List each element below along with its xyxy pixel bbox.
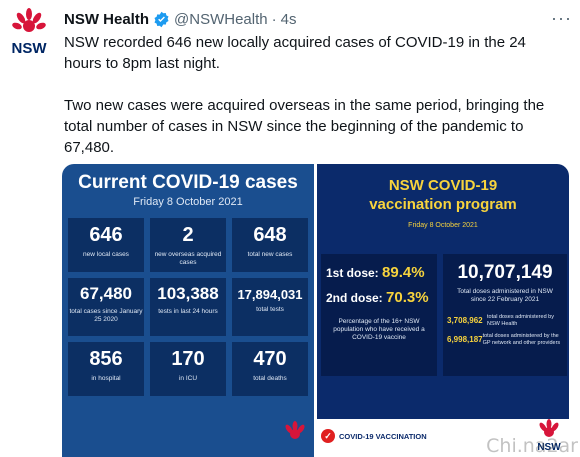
first-dose-label: 1st dose:	[326, 266, 379, 280]
nsw-health-doses-label: total doses administered by NSW Health	[487, 314, 554, 327]
stat-value: 103,388	[157, 284, 219, 303]
tweet-header: NSW Health @NSWHealth · 4s	[64, 8, 570, 30]
stat-tile: 103,388 tests in last 24 hours	[150, 278, 226, 336]
dose-box: 1st dose: 89.4% 2nd dose: 70.3% Percenta…	[321, 254, 437, 376]
stat-tile: 67,480 total cases since January 25 2020	[68, 278, 144, 336]
nsw-logo-text: NSW	[537, 442, 561, 453]
vaccination-title-line1: NSW COVID-19	[388, 177, 498, 194]
second-dose-label: 2nd dose:	[326, 291, 383, 305]
tweet-paragraph-2: Two new cases were acquired overseas in …	[64, 97, 545, 156]
gp-doses-label: total doses administered by the GP netwo…	[482, 333, 561, 346]
stat-value: 646	[89, 224, 123, 246]
first-dose-value: 89.4%	[382, 264, 425, 281]
tweet-timestamp[interactable]: 4s	[280, 10, 297, 28]
stat-label: total cases since January 25 2020	[69, 308, 143, 323]
stat-value: 648	[253, 224, 287, 246]
stat-label: tests in last 24 hours	[158, 308, 218, 315]
gp-doses: 6,998,187	[447, 335, 483, 344]
stat-label: new overseas acquired cases	[154, 251, 222, 266]
tweet-text: NSW recorded 646 new locally acquired ca…	[64, 32, 566, 179]
nsw-logo-text: NSW	[12, 40, 48, 56]
author-name[interactable]: NSW Health	[64, 10, 150, 28]
stat-tile: 470 total deaths	[232, 342, 308, 396]
stat-value: 470	[253, 348, 287, 370]
avatar[interactable]: NSW	[10, 8, 48, 57]
watermark: Chi.na2ar	[486, 435, 578, 457]
author-handle[interactable]: @NSWHealth	[174, 10, 268, 28]
vaccination-image[interactable]: NSW COVID-19 vaccination program Friday …	[314, 164, 569, 457]
stat-tile: 17,894,031 total tests	[232, 278, 308, 336]
waratah-icon: NSW	[12, 8, 48, 57]
cases-date: Friday 8 October 2021	[133, 196, 243, 208]
separator: ·	[271, 10, 277, 28]
total-doses-label: Total doses administered in NSW since 22…	[457, 288, 553, 303]
stat-value: 170	[171, 348, 205, 370]
check-circle-icon: ✓	[321, 429, 335, 443]
second-dose-value: 70.3%	[386, 289, 429, 306]
second-dose: 2nd dose: 70.3%	[326, 289, 437, 306]
covid-vaccination-label: ✓ COVID-19 VACCINATION	[321, 429, 427, 443]
stat-value: 67,480	[80, 284, 132, 303]
stat-label: in hospital	[91, 375, 121, 382]
total-doses-box: 10,707,149 Total doses administered in N…	[443, 254, 567, 376]
covid-cases-image[interactable]: Current COVID-19 cases Friday 8 October …	[62, 164, 314, 457]
nsw-waratah-icon	[285, 421, 305, 439]
stat-label: total new cases	[247, 251, 293, 258]
nsw-health-doses: 3,708,962	[447, 316, 483, 325]
verified-badge-icon	[153, 11, 170, 28]
vaccination-title: NSW COVID-19 vaccination program	[317, 176, 569, 214]
vaccination-banner: ✓ COVID-19 VACCINATION NSW	[317, 419, 569, 457]
total-doses-value: 10,707,149	[457, 262, 553, 283]
stat-tile: 856 in hospital	[68, 342, 144, 396]
stat-value: 856	[89, 348, 123, 370]
dose-note: Percentage of the 16+ NSW population who…	[333, 318, 425, 341]
stat-tile: 646 new local cases	[68, 218, 144, 272]
vaccination-title-line2: vaccination program	[369, 196, 517, 213]
gp-doses-row: 6,998,187 total doses administered by th…	[447, 333, 563, 346]
more-horizontal-icon[interactable]: ···	[551, 8, 572, 28]
stat-label: total tests	[256, 306, 284, 313]
stat-label: new local cases	[83, 251, 129, 258]
stat-value: 2	[182, 224, 194, 246]
cases-title: Current COVID-19 cases	[78, 172, 298, 193]
stat-label: in ICU	[178, 375, 198, 382]
nsw-logo-icon: NSW	[537, 419, 561, 453]
stat-tile: 648 total new cases	[232, 218, 308, 272]
first-dose: 1st dose: 89.4%	[326, 264, 437, 281]
nsw-health-doses-row: 3,708,962 total doses administered by NS…	[447, 314, 563, 327]
stat-tile: 170 in ICU	[150, 342, 226, 396]
stat-tile: 2 new overseas acquired cases	[150, 218, 226, 272]
tweet-media[interactable]: Current COVID-19 cases Friday 8 October …	[62, 164, 569, 457]
stat-value: 17,894,031	[237, 287, 303, 302]
banner-text: COVID-19 VACCINATION	[339, 431, 427, 441]
tweet-paragraph-1: NSW recorded 646 new locally acquired ca…	[64, 34, 526, 72]
stat-label: total deaths	[253, 375, 287, 382]
vaccination-date: Friday 8 October 2021	[408, 222, 478, 229]
